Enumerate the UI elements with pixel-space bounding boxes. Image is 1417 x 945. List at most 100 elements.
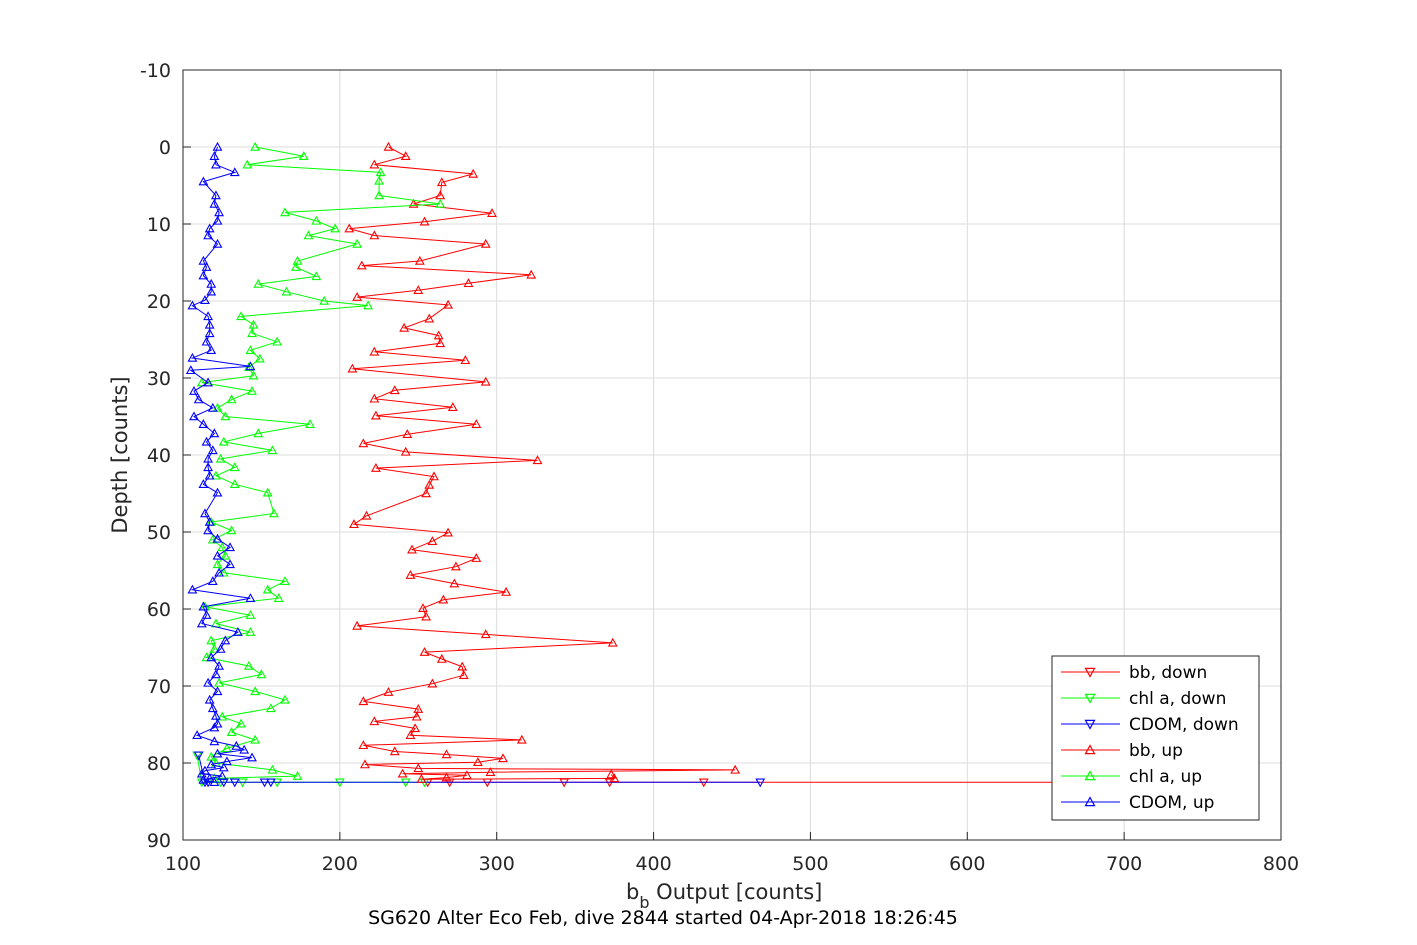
data-point [220, 550, 231, 560]
data-point [218, 567, 229, 577]
data-point [424, 479, 435, 489]
data-point [189, 411, 199, 421]
data-point [196, 768, 207, 778]
data-point [267, 764, 278, 774]
data-point [352, 238, 363, 248]
data-point [185, 365, 196, 375]
legend-label: CDOM, down [1129, 715, 1239, 735]
data-point [259, 778, 270, 788]
data-point [201, 610, 212, 619]
data-point [360, 759, 370, 769]
y-tick-label: 30 [147, 368, 171, 390]
data-point [211, 190, 221, 200]
data-point [211, 710, 221, 720]
data-point [254, 353, 265, 363]
data-point [236, 311, 246, 321]
data-point [370, 410, 381, 420]
data-point [212, 718, 223, 728]
data-point [303, 230, 314, 240]
data-point [220, 635, 231, 645]
data-point [352, 292, 363, 301]
data-point [226, 525, 237, 535]
y-tick-label: 50 [147, 522, 171, 544]
data-point [411, 711, 422, 721]
data-point [383, 687, 394, 696]
data-point [214, 660, 225, 670]
y-tick-label: 60 [147, 599, 171, 621]
y-tick-label: 0 [159, 137, 171, 159]
data-point [480, 376, 491, 386]
data-point [198, 419, 209, 428]
legend-label: chl a, down [1129, 689, 1226, 709]
series-chl-a-up [196, 141, 446, 783]
legend-item: CDOM, down [1061, 715, 1239, 735]
data-point [262, 584, 273, 594]
data-point [292, 255, 303, 265]
data-point [212, 487, 223, 497]
legend: bb, down chl a, down CDOM, down bb, up chl a… [1051, 655, 1260, 821]
data-point [200, 765, 210, 775]
data-point [250, 686, 261, 696]
data-point [226, 727, 237, 736]
data-point [410, 723, 421, 733]
data-point [212, 238, 223, 248]
legend-label: CDOM, up [1129, 793, 1214, 813]
data-point [436, 177, 447, 187]
data-point [239, 744, 250, 754]
data-point [281, 286, 292, 296]
series-layer [185, 141, 1177, 788]
data-point [480, 238, 491, 248]
data-point [272, 336, 283, 346]
data-point [187, 584, 198, 594]
y-axis-ticks: -10 0 10 20 30 40 50 60 70 80 90 [140, 60, 191, 852]
data-point [209, 722, 220, 732]
data-point [435, 190, 446, 200]
data-point [399, 322, 410, 332]
data-point [250, 734, 261, 744]
data-point [229, 167, 240, 177]
data-point [215, 453, 226, 463]
data-point [225, 559, 235, 569]
data-point [498, 753, 508, 763]
data-point [245, 626, 256, 636]
data-point [447, 402, 458, 412]
data-point [209, 643, 220, 653]
data-point [211, 470, 221, 480]
data-point [389, 385, 400, 395]
data-point [204, 470, 215, 480]
x-tick-label: 600 [949, 853, 985, 875]
data-point [218, 436, 229, 446]
data-point [480, 629, 491, 639]
data-point [441, 749, 452, 759]
data-point [413, 285, 424, 294]
data-point [375, 167, 386, 177]
data-point [229, 479, 240, 489]
data-point [245, 610, 256, 619]
data-point [212, 402, 223, 412]
data-point [203, 377, 214, 387]
data-point [280, 694, 290, 704]
data-point [215, 643, 226, 653]
data-point [198, 176, 209, 186]
data-point [204, 328, 215, 338]
data-point [243, 660, 254, 670]
data-point [311, 271, 322, 281]
data-point [361, 510, 372, 520]
data-point [214, 207, 225, 217]
data-point [501, 586, 512, 596]
data-point [220, 411, 231, 421]
data-point [212, 748, 223, 758]
data-point [471, 553, 482, 562]
y-tick-label: 20 [147, 291, 171, 313]
data-point [212, 550, 223, 560]
x-tick-label: 200 [322, 853, 358, 875]
data-point [606, 769, 617, 779]
data-point [291, 261, 301, 271]
y-tick-label: -10 [140, 60, 171, 82]
data-point [226, 394, 237, 404]
data-point [212, 533, 223, 543]
data-point [201, 261, 212, 271]
data-point [204, 694, 215, 704]
data-point [248, 319, 259, 329]
data-point [352, 620, 363, 630]
